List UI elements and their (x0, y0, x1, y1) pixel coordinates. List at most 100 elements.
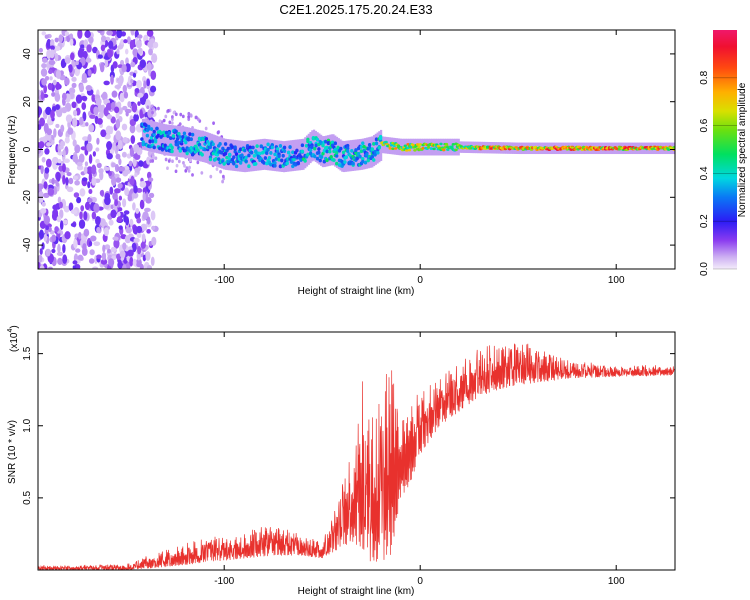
spectrogram-noise-cell (45, 158, 52, 168)
spectrogram-noise-cell (38, 229, 44, 240)
colorbar-tick-label: 0.2 (699, 214, 710, 228)
snr-multiplier-base: (x10 (9, 332, 20, 352)
spectrogram-ridge-cell (238, 147, 243, 152)
spectrogram-ridge-cell (265, 161, 269, 166)
spectrogram-noise-cell (111, 162, 116, 168)
spectrogram-ridge-cell (442, 148, 446, 152)
spectrogram-noise-cell (70, 222, 77, 227)
spectrogram-ridge-cell (667, 148, 671, 151)
spectrogram-y-tick-label: 0 (22, 146, 33, 152)
spectrogram-noise-cell (133, 237, 140, 243)
spectrogram-noise-cell (132, 202, 136, 211)
spectrogram-noise-cell (66, 172, 72, 177)
spectrogram-ridge-cell (249, 150, 254, 155)
spectrogram-noise-cell (181, 114, 185, 119)
spectrogram-ridge-halo (226, 139, 229, 171)
spectrogram-noise-cell (146, 171, 152, 180)
spectrogram-ridge-cell (306, 152, 310, 157)
spectrogram-noise-cell (70, 52, 75, 61)
spectrogram-noise-cell (76, 161, 83, 167)
spectrogram-ridge-cell (269, 162, 273, 167)
spectrogram-ridge-cell (234, 164, 239, 169)
spectrogram-ridge-cell (152, 145, 156, 150)
spectrogram-noise-cell (38, 47, 43, 53)
spectrogram-noise-cell (77, 48, 84, 58)
spectrogram-noise-cell (48, 69, 53, 74)
spectrogram-noise-cell (209, 174, 213, 179)
spectrogram-noise-cell (129, 256, 134, 267)
spectrogram-ridge-cell (672, 145, 675, 149)
spectrogram-noise-cell (127, 101, 132, 108)
spectrogram-noise-cell (41, 63, 47, 69)
spectrogram-ridge-halo (171, 125, 175, 157)
spectrogram-ridge-cell (232, 155, 236, 160)
spectrogram-noise-cell (93, 203, 100, 213)
spectrogram-ridge-cell (278, 144, 283, 148)
spectrogram-ridge-cell (259, 144, 263, 149)
spectrogram-noise-cell (96, 118, 103, 125)
spectrogram-noise-cell (171, 115, 174, 119)
spectrogram-noise-cell (45, 225, 49, 231)
spectrogram-noise-cell (185, 166, 189, 170)
spectrogram-noise-cell (131, 192, 139, 199)
spectrogram-noise-cell (39, 265, 45, 269)
spectrogram-noise-cell (86, 142, 93, 152)
spectrogram-ridge-cell (344, 155, 349, 160)
spectrogram-noise-cell (60, 140, 66, 147)
spectrogram-noise-cell (149, 38, 155, 43)
spectrogram-y-tick-label: -20 (22, 190, 33, 205)
colorbar-tick-label: 0.4 (699, 166, 710, 180)
spectrogram-noise-cell (187, 115, 191, 119)
spectrogram-ridge-cell (258, 151, 262, 156)
spectrogram-ridge-cell (170, 149, 174, 154)
spectrogram-ridge-cell (244, 155, 248, 160)
spectrogram-ridge-halo (210, 133, 213, 165)
spectrogram-ridge-cell (227, 152, 232, 157)
spectrogram-ridge-halo (164, 124, 168, 156)
spectrogram-noise-cell (51, 177, 55, 185)
spectrogram-noise-cell (88, 124, 95, 133)
spectrogram-noise-cell (40, 208, 47, 214)
spectrogram-ridge-cell (277, 157, 281, 162)
spectrogram-ridge-cell (306, 139, 310, 144)
spectrogram-noise-cell (38, 141, 45, 149)
snr-ticks: -100 0 100 0.5 1.0 1.5 (22, 332, 675, 587)
colorbar-label: Normalized spectral amplitude (737, 82, 748, 217)
spectrogram-ridge-cell (454, 148, 458, 152)
spectrogram-noise-cell (140, 241, 146, 249)
spectrogram-noise-cell (136, 232, 142, 238)
spectrogram-noise-cell (123, 91, 129, 99)
spectrogram-noise-cell (129, 124, 136, 134)
spectrogram-noise-cell (72, 109, 78, 117)
spectrogram-noise-cell (100, 35, 107, 43)
spectrogram-noise-cell (204, 126, 208, 131)
spectrogram-noise-cell (87, 198, 93, 203)
spectrogram-noise-cell (133, 143, 140, 153)
spectrogram-ridge-halo (193, 128, 196, 160)
spectrogram-noise-cell (96, 254, 102, 259)
spectrogram-noise-cell (62, 175, 66, 185)
spectrogram-ridge-halo (360, 138, 363, 170)
spectrogram-noise-cell (57, 196, 62, 204)
spectrogram-noise-cell (55, 182, 60, 187)
spectrogram-ridge-halo (201, 130, 205, 162)
spectrogram-ridge-halo (432, 138, 436, 156)
spectrogram-ridge-halo (300, 138, 303, 171)
spectrogram-ridge-cell (218, 142, 222, 146)
spectrogram-ridge-cell (140, 137, 144, 142)
spectrogram-noise-cell (87, 69, 92, 77)
spectrogram-noise-cell (139, 109, 143, 119)
spectrogram-noise-cell (99, 189, 105, 197)
spectrogram-ridge-cell (570, 146, 575, 149)
spectrogram-ridge-cell (238, 160, 243, 165)
spectrogram-ridge-cell (286, 150, 291, 155)
spectrogram-noise-cell (158, 119, 162, 123)
spectrogram-noise-cell (44, 75, 50, 81)
spectrogram-noise-cell (142, 254, 147, 262)
spectrogram-ridge-cell (251, 145, 255, 150)
spectrogram-ridge-cell (443, 146, 447, 149)
spectrogram-noise-cell (168, 120, 172, 125)
spectrogram-ridge-cell (151, 139, 155, 144)
spectrogram-ridge-cell (232, 161, 236, 166)
spectrogram-noise-cell (100, 44, 106, 52)
